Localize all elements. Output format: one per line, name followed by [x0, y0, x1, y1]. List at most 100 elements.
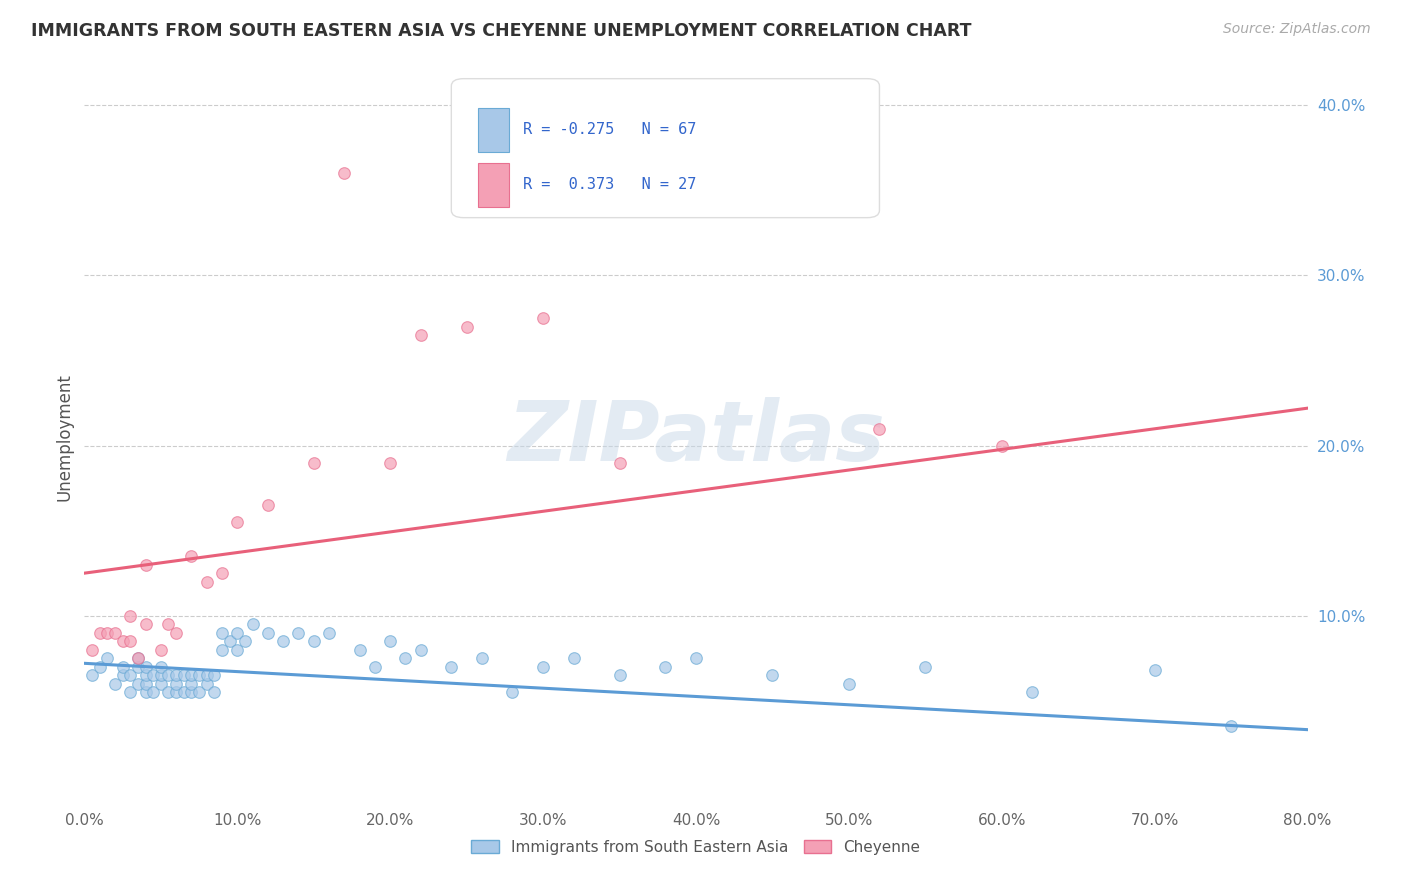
- Point: [135, 659, 157, 673]
- Point: [471, 651, 494, 665]
- Point: [127, 651, 149, 665]
- Point: [165, 677, 187, 691]
- Point: [991, 439, 1014, 453]
- Point: [380, 634, 402, 648]
- Point: [180, 677, 202, 691]
- Point: [142, 668, 165, 682]
- Point: [226, 515, 249, 529]
- Point: [180, 668, 202, 682]
- Point: [89, 659, 111, 673]
- Point: [271, 634, 294, 648]
- Point: [233, 634, 256, 648]
- Point: [409, 642, 432, 657]
- Point: [195, 574, 218, 589]
- Point: [111, 668, 134, 682]
- Point: [149, 642, 172, 657]
- Point: [96, 625, 118, 640]
- Point: [80, 668, 103, 682]
- Point: [149, 668, 172, 682]
- Point: [165, 685, 187, 699]
- Point: [180, 685, 202, 699]
- Point: [456, 319, 478, 334]
- Point: [149, 677, 172, 691]
- Point: [195, 677, 218, 691]
- Legend: Immigrants from South Eastern Asia, Cheyenne: Immigrants from South Eastern Asia, Chey…: [465, 834, 927, 861]
- Point: [502, 685, 524, 699]
- Point: [440, 659, 463, 673]
- Point: [165, 625, 187, 640]
- Point: [211, 625, 233, 640]
- Point: [96, 651, 118, 665]
- Point: [531, 311, 554, 326]
- Text: R = -0.275   N = 67: R = -0.275 N = 67: [523, 122, 697, 137]
- Point: [89, 625, 111, 640]
- Point: [364, 659, 387, 673]
- Text: R =  0.373   N = 27: R = 0.373 N = 27: [523, 178, 697, 193]
- Point: [302, 456, 325, 470]
- Point: [120, 668, 142, 682]
- Point: [838, 677, 860, 691]
- Point: [173, 668, 195, 682]
- Point: [111, 659, 134, 673]
- Point: [1143, 663, 1166, 677]
- Text: IMMIGRANTS FROM SOUTH EASTERN ASIA VS CHEYENNE UNEMPLOYMENT CORRELATION CHART: IMMIGRANTS FROM SOUTH EASTERN ASIA VS CH…: [31, 22, 972, 40]
- Point: [409, 328, 432, 343]
- Point: [531, 659, 554, 673]
- Point: [149, 659, 172, 673]
- Point: [609, 456, 631, 470]
- Point: [257, 625, 280, 640]
- Point: [180, 549, 202, 563]
- FancyBboxPatch shape: [451, 78, 880, 218]
- Point: [302, 634, 325, 648]
- Point: [1220, 719, 1243, 733]
- Point: [380, 456, 402, 470]
- Point: [211, 566, 233, 581]
- Point: [120, 608, 142, 623]
- FancyBboxPatch shape: [478, 108, 509, 152]
- Point: [318, 625, 340, 640]
- Point: [242, 617, 264, 632]
- Point: [202, 685, 225, 699]
- Point: [333, 166, 356, 180]
- Point: [349, 642, 371, 657]
- Text: ZIPatlas: ZIPatlas: [508, 397, 884, 477]
- Point: [135, 617, 157, 632]
- Point: [127, 651, 149, 665]
- FancyBboxPatch shape: [478, 163, 509, 207]
- Point: [188, 668, 211, 682]
- Point: [135, 558, 157, 572]
- Point: [654, 659, 676, 673]
- Point: [211, 642, 233, 657]
- Point: [142, 685, 165, 699]
- Point: [869, 421, 891, 435]
- Point: [257, 498, 280, 512]
- Point: [127, 677, 149, 691]
- Point: [157, 685, 180, 699]
- Point: [173, 685, 195, 699]
- Point: [1021, 685, 1043, 699]
- Point: [135, 668, 157, 682]
- Point: [135, 685, 157, 699]
- Point: [80, 642, 103, 657]
- Point: [609, 668, 631, 682]
- Point: [287, 625, 309, 640]
- Point: [202, 668, 225, 682]
- Point: [127, 659, 149, 673]
- Text: Source: ZipAtlas.com: Source: ZipAtlas.com: [1223, 22, 1371, 37]
- Point: [761, 668, 783, 682]
- Y-axis label: Unemployment: Unemployment: [55, 373, 73, 501]
- Point: [104, 677, 127, 691]
- Point: [120, 685, 142, 699]
- Point: [165, 668, 187, 682]
- Point: [394, 651, 416, 665]
- Point: [135, 677, 157, 691]
- Point: [562, 651, 585, 665]
- Point: [685, 651, 707, 665]
- Point: [226, 625, 249, 640]
- Point: [157, 668, 180, 682]
- Point: [104, 625, 127, 640]
- Point: [195, 668, 218, 682]
- Point: [188, 685, 211, 699]
- Point: [120, 634, 142, 648]
- Point: [218, 634, 240, 648]
